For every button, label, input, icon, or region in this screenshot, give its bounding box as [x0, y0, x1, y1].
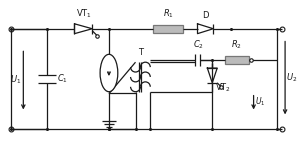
- Ellipse shape: [100, 54, 118, 92]
- Text: $R_1$: $R_1$: [162, 7, 173, 20]
- Text: $R_2$: $R_2$: [231, 39, 242, 51]
- Text: VT$_1$: VT$_1$: [76, 7, 92, 20]
- Text: $U_{\rm 2}$: $U_{\rm 2}$: [286, 72, 298, 84]
- Text: $C_1$: $C_1$: [57, 73, 68, 85]
- Text: $U_{\rm 1}$: $U_{\rm 1}$: [10, 74, 21, 86]
- Text: T: T: [138, 48, 143, 57]
- Text: $C_2$: $C_2$: [193, 39, 204, 51]
- FancyBboxPatch shape: [225, 56, 249, 64]
- Text: D: D: [202, 11, 209, 20]
- Text: VT$_2$: VT$_2$: [215, 81, 231, 94]
- FancyBboxPatch shape: [153, 25, 183, 33]
- Text: $U_{\rm 1}$: $U_{\rm 1}$: [255, 95, 266, 108]
